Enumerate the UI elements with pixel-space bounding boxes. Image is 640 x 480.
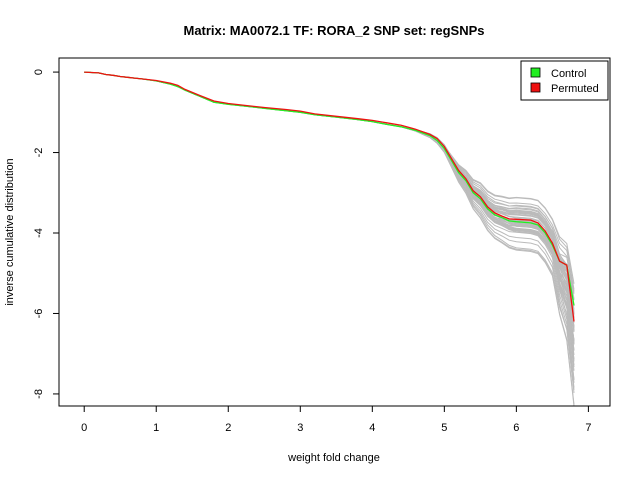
x-tick-label: 2 [225,422,231,434]
background-curve [84,71,575,383]
legend-label-control: Control [551,68,586,80]
x-tick-label: 1 [153,422,159,434]
background-curve [84,71,575,393]
x-axis: 0 1 2 3 4 5 6 7 [81,405,591,434]
y-axis-title: inverse cumulative distribution [4,158,16,305]
background-curve [84,71,575,328]
legend: Control Permuted [520,60,609,101]
background-curve [84,71,575,390]
background-curve [84,71,575,331]
background-curve [84,71,575,327]
y-axis: 0 -2 -4 -6 -8 [33,69,60,399]
x-tick-label: 7 [585,422,591,434]
legend-swatch-permuted [530,82,541,93]
series-line-control [84,71,575,306]
background-curve [84,71,575,331]
background-curve [84,71,575,299]
background-curve [84,71,575,312]
background-curve [84,71,575,332]
background-curve [84,71,575,318]
background-curve [84,71,575,310]
y-tick-label: -6 [33,309,45,319]
background-curve [84,71,575,294]
y-tick-label: -4 [33,228,45,238]
y-tick-label: -8 [33,389,45,399]
legend-box [520,60,609,101]
background-curve [84,71,575,405]
background-curve [84,71,575,332]
x-tick-label: 3 [297,422,303,434]
x-tick-label: 4 [369,422,375,434]
x-tick-label: 5 [441,422,447,434]
legend-label-permuted: Permuted [551,83,599,95]
series-lines-group [84,71,575,322]
background-curve [84,71,575,323]
background-curve [84,71,575,318]
background-lines-group [84,71,575,407]
chart-title: Matrix: MA0072.1 TF: RORA_2 SNP set: reg… [183,23,484,38]
legend-swatch-control [530,67,541,78]
background-curve [84,71,575,307]
y-tick-label: 0 [33,69,45,75]
y-tick-label: -2 [33,148,45,158]
x-axis-title: weight fold change [287,452,380,464]
background-curve [84,71,575,284]
x-tick-label: 0 [81,422,87,434]
series-line-permuted [84,71,575,322]
x-tick-label: 6 [513,422,519,434]
background-curve [84,71,575,388]
background-curve [84,71,575,315]
background-curve [84,71,575,314]
background-curve [84,71,575,292]
background-curve [84,71,575,301]
background-curve [84,71,575,290]
background-curve [84,71,575,380]
background-curve [84,71,575,315]
background-curve [84,71,575,328]
background-curve [84,71,575,380]
